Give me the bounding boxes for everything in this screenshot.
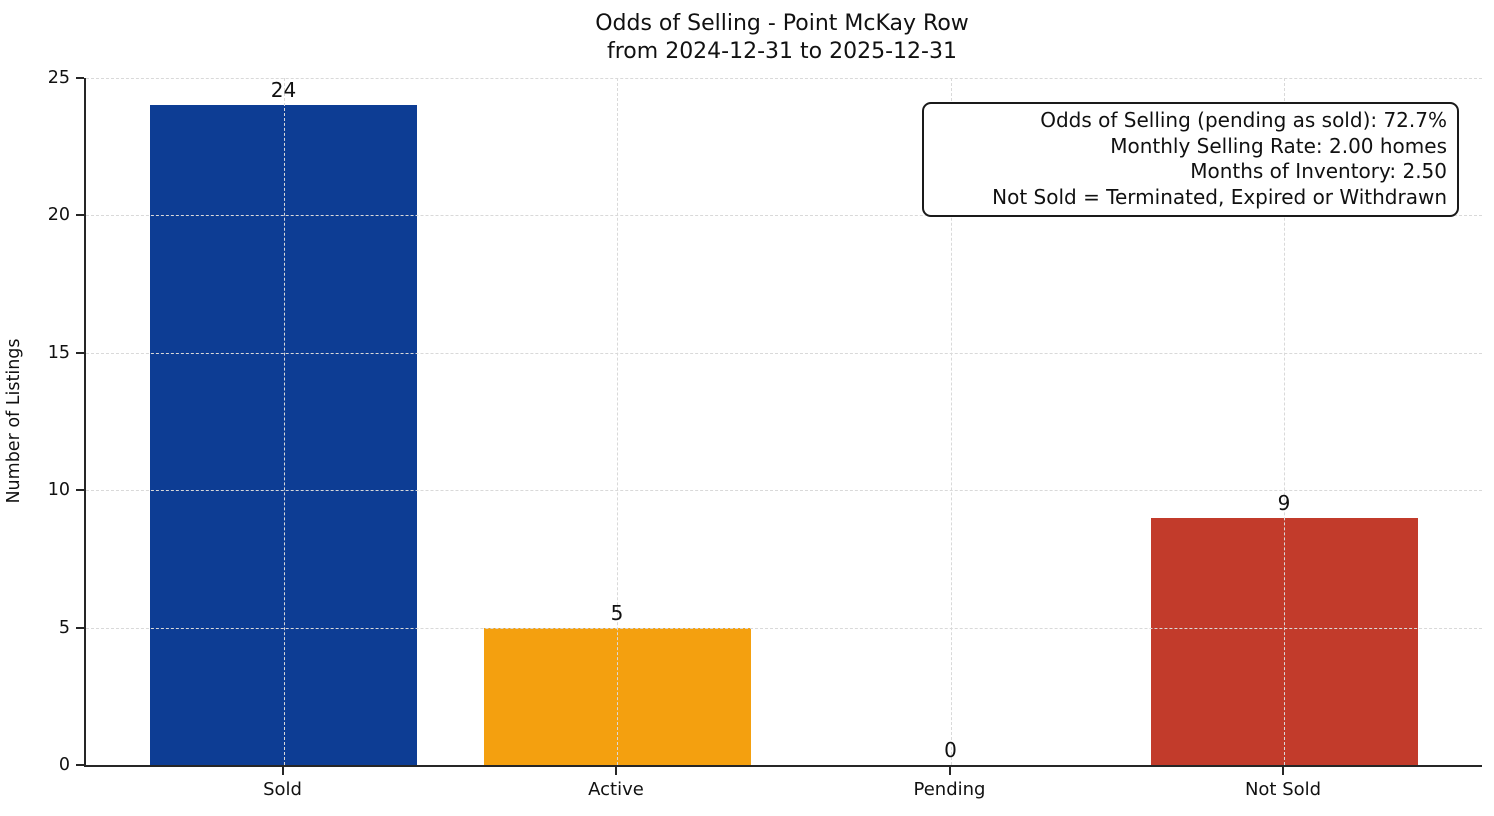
x-tick-label-sold: Sold — [263, 779, 302, 800]
horizontal-gridline — [86, 490, 1482, 492]
plot-area: 24 5 0 9 — [84, 78, 1482, 767]
y-tick-label-10: 10 — [47, 480, 70, 501]
horizontal-gridline — [86, 352, 1482, 354]
y-tick-mark — [76, 489, 84, 492]
y-axis-label: Number of Listings — [4, 338, 24, 504]
y-tick-mark — [76, 77, 84, 79]
bar-value-label-sold: 24 — [270, 78, 297, 103]
chart-title-line-2: from 2024-12-31 to 2025-12-31 — [607, 39, 957, 64]
x-tick-label-active: Active — [588, 779, 644, 800]
y-tick-label-15: 15 — [47, 342, 70, 363]
x-tick-mark — [281, 767, 284, 775]
horizontal-gridline — [86, 78, 1482, 79]
y-tick-mark — [76, 351, 84, 354]
bar-value-label-active: 5 — [610, 600, 624, 625]
y-tick-mark — [76, 214, 84, 217]
x-tick-mark — [948, 767, 951, 775]
y-tick-label-0: 0 — [58, 755, 70, 775]
horizontal-gridline — [86, 215, 1482, 217]
x-tick-label-pending: Pending — [913, 779, 986, 800]
chart-title: Odds of Selling - Point McKay Row from 2… — [84, 10, 1480, 66]
y-tick-mark — [76, 764, 84, 766]
x-tick-mark — [1282, 767, 1284, 775]
vertical-gridline — [950, 78, 952, 765]
vertical-gridline — [617, 78, 618, 765]
y-tick-mark — [76, 626, 84, 629]
annotation-box: Odds of Selling (pending as sold): 72.7%… — [922, 102, 1459, 217]
vertical-gridline — [283, 78, 285, 765]
chart-title-line-1: Odds of Selling - Point McKay Row — [595, 11, 969, 36]
annotation-months-of-inventory: Months of Inventory: 2.50 — [1190, 159, 1447, 183]
annotation-not-sold-definition: Not Sold = Terminated, Expired or Withdr… — [992, 184, 1447, 209]
bar-value-label-not-sold: 9 — [1277, 490, 1291, 515]
horizontal-gridline — [86, 627, 1482, 629]
annotation-monthly-selling-rate: Monthly Selling Rate: 2.00 homes — [1110, 133, 1447, 158]
x-tick-label-not-sold: Not Sold — [1244, 779, 1322, 800]
annotation-odds-of-selling: Odds of Selling (pending as sold): 72.7% — [1040, 108, 1447, 132]
bar-value-label-pending: 0 — [944, 738, 957, 762]
vertical-gridline — [1284, 78, 1285, 765]
y-tick-label-5: 5 — [58, 617, 70, 638]
y-tick-label-20: 20 — [47, 205, 70, 226]
y-tick-label-25: 25 — [47, 68, 70, 88]
x-tick-mark — [615, 767, 617, 775]
